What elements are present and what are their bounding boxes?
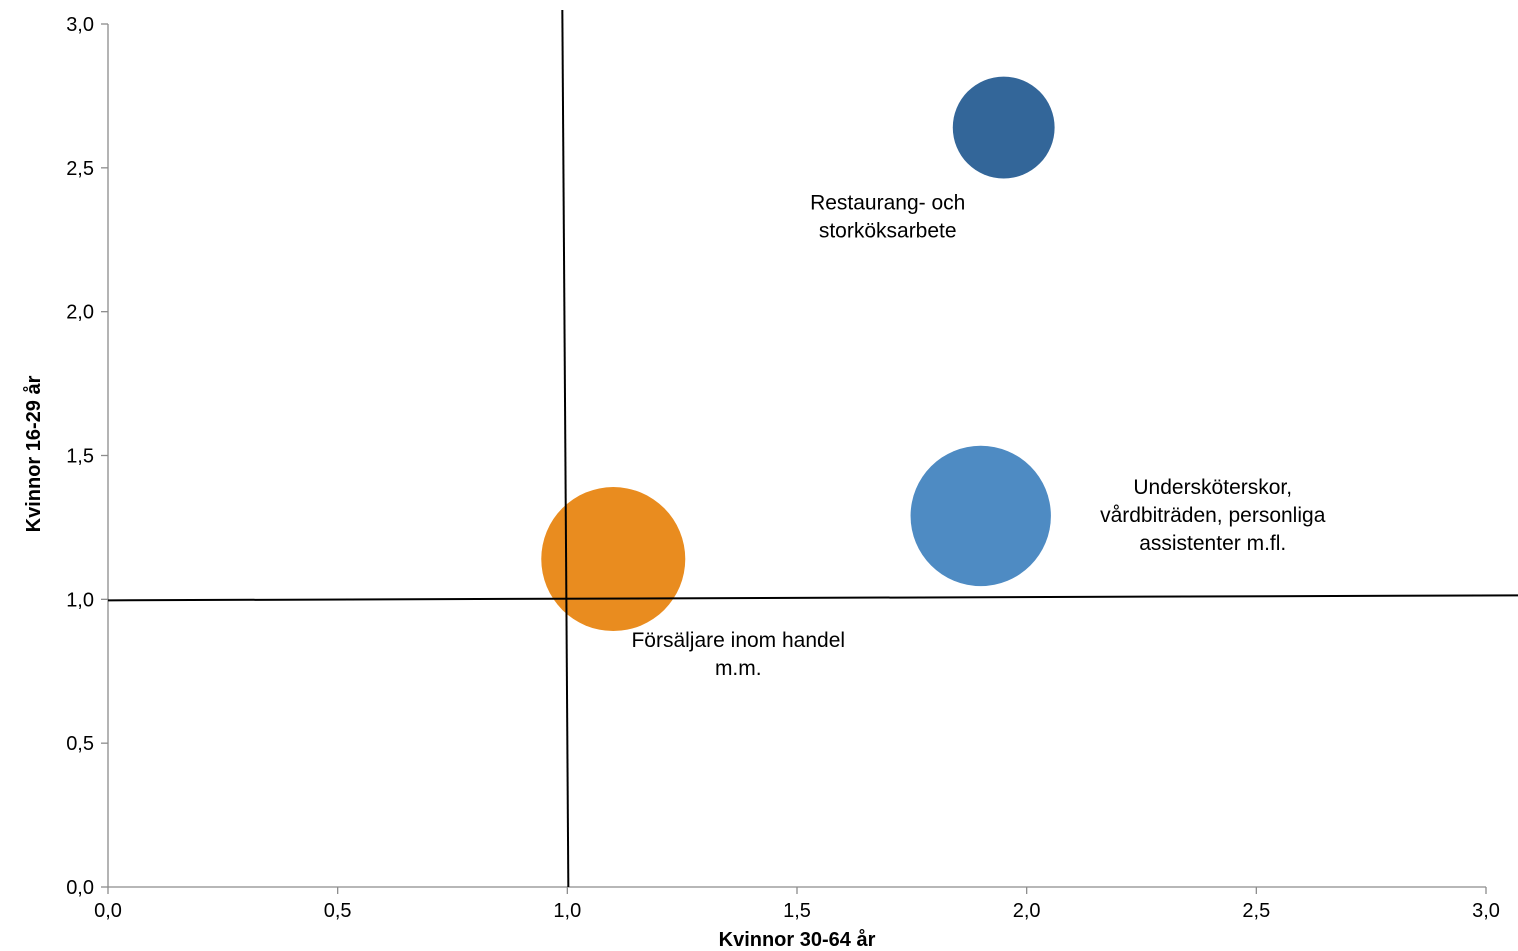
y-tick-label: 2,0 bbox=[66, 302, 94, 324]
bubble-labels: Restaurang- och storköksarbete Undersköter… bbox=[631, 192, 1325, 681]
bubble-label-line: assistenter m.fl. bbox=[1139, 532, 1286, 555]
reference-line-horizontal bbox=[107, 594, 1518, 602]
y-tick-label: 3,0 bbox=[66, 14, 94, 36]
bubbles-layer bbox=[541, 76, 1055, 632]
x-tick-label: 0,0 bbox=[94, 900, 122, 922]
y-tick-label: 2,5 bbox=[66, 158, 94, 180]
x-tick-label: 1,0 bbox=[553, 900, 581, 922]
bubble-label-1: Restaurang- och storköksarbete bbox=[810, 192, 965, 243]
x-tick-label: 0,5 bbox=[324, 900, 352, 922]
y-tick-label: 0,0 bbox=[66, 877, 94, 899]
y-tick-label: 1,5 bbox=[66, 446, 94, 468]
x-tick-label: 1,5 bbox=[783, 900, 811, 922]
bubble-label-line: Restaurang- och bbox=[810, 192, 965, 215]
bubble-label-line: Undersköterskor, bbox=[1133, 476, 1292, 499]
bubble-label-2: Undersköterskor, vårdbiträden, personliga… bbox=[1100, 476, 1326, 555]
bubble-1 bbox=[952, 76, 1055, 179]
x-tick-label: 3,0 bbox=[1472, 900, 1500, 922]
bubble-label-line: vårdbiträden, personliga bbox=[1100, 504, 1326, 527]
bubble-3 bbox=[541, 487, 686, 632]
y-tick-label: 1,0 bbox=[66, 589, 94, 611]
x-tick-label: 2,0 bbox=[1013, 900, 1041, 922]
bubble-2 bbox=[910, 445, 1051, 587]
x-tick-label: 2,5 bbox=[1242, 900, 1270, 922]
reference-line-vertical bbox=[561, 9, 570, 888]
y-axis-title: Kvinnor 16-29 år bbox=[22, 375, 45, 532]
bubble-label-3: Försäljare inom handel m.m. bbox=[631, 629, 845, 680]
bubble-label-line: storköksarbete bbox=[819, 220, 957, 243]
y-tick-label: 0,5 bbox=[66, 733, 94, 755]
bubble-label-line: m.m. bbox=[715, 657, 762, 680]
reference-lines bbox=[107, 9, 1518, 888]
x-axis-title: Kvinnor 30-64 år bbox=[719, 928, 876, 951]
bubble-label-line: Försäljare inom handel bbox=[631, 629, 845, 652]
axes-layer: 0,0 0,5 1,0 1,5 2,0 2,5 3,0 0,0 0,5 1,0 1,5 2,0 2,5 3… bbox=[66, 14, 1500, 922]
